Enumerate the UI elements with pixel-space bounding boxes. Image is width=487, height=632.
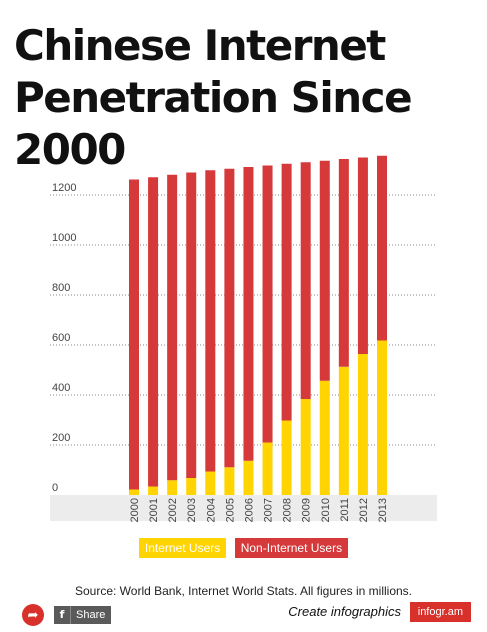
- chart-title: Chinese Internet Penetration Since 2000: [14, 20, 479, 176]
- bar-non-internet-users: [338, 159, 349, 367]
- chart-legend: Internet Users Non-Internet Users: [0, 538, 487, 558]
- source-note: Source: World Bank, Internet World Stats…: [74, 584, 413, 598]
- bar-non-internet-users: [357, 157, 368, 354]
- y-tick-label: 800: [52, 282, 70, 294]
- y-tick-label: 1000: [52, 232, 76, 244]
- x-tick-label: 2005: [224, 498, 236, 522]
- x-axis-band: [50, 495, 437, 521]
- bar-internet-users: [357, 354, 368, 495]
- legend-non-internet-users: Non-Internet Users: [234, 538, 349, 558]
- x-tick-label: 2001: [148, 498, 160, 522]
- bar-non-internet-users: [167, 174, 178, 481]
- x-tick-label: 2009: [301, 498, 313, 522]
- facebook-icon: f: [54, 606, 71, 624]
- bar-internet-users: [281, 420, 292, 495]
- bar-internet-users: [205, 471, 216, 495]
- bar-internet-users: [148, 486, 159, 495]
- x-tick-label: 2000: [129, 498, 141, 522]
- y-tick-label: 400: [52, 382, 70, 394]
- x-tick-label: 2010: [320, 498, 332, 522]
- y-tick-label: 200: [52, 432, 70, 444]
- title-line-2: Penetration Since 2000: [14, 73, 413, 174]
- x-tick-label: 2002: [167, 498, 179, 522]
- y-tick-label: 1200: [52, 182, 76, 194]
- x-tick-label: 2004: [205, 498, 217, 522]
- x-tick-label: 2007: [263, 498, 275, 522]
- bar-internet-users: [319, 380, 330, 495]
- bar-non-internet-users: [377, 155, 387, 341]
- x-tick-label: 2003: [186, 498, 198, 522]
- bar-internet-users: [167, 480, 178, 495]
- x-tick-label: 2013: [377, 498, 389, 522]
- bar-internet-users: [300, 399, 311, 495]
- bar-internet-users: [129, 489, 139, 495]
- bar-non-internet-users: [186, 172, 197, 478]
- title-line-1: Chinese Internet: [14, 21, 386, 70]
- bar-internet-users: [262, 442, 273, 495]
- bar-non-internet-users: [319, 160, 330, 381]
- bar-internet-users: [224, 467, 235, 495]
- share-label: Share: [76, 609, 106, 621]
- bar-internet-users: [243, 460, 254, 495]
- bar-non-internet-users: [148, 177, 159, 487]
- x-tick-label: 2008: [282, 498, 294, 522]
- create-infographics-link[interactable]: Create infographics: [288, 604, 401, 619]
- x-tick-label: 2012: [358, 498, 370, 522]
- share-arrow-icon[interactable]: ➦: [22, 604, 44, 626]
- bar-non-internet-users: [262, 165, 273, 443]
- bar-non-internet-users: [129, 179, 139, 490]
- bar-non-internet-users: [243, 167, 254, 461]
- bar-internet-users: [377, 340, 387, 495]
- x-tick-label: 2011: [339, 498, 351, 522]
- y-tick-label: 0: [52, 482, 58, 494]
- bar-non-internet-users: [224, 168, 235, 468]
- y-tick-label: 600: [52, 332, 70, 344]
- infogram-logo[interactable]: infogr.am: [409, 602, 471, 622]
- bar-non-internet-users: [300, 162, 311, 399]
- stacked-bar-chart: 0 200 400 600 800 1000 1200 2000 2001 2002 2003 200…: [50, 155, 437, 522]
- bar-non-internet-users: [281, 163, 292, 421]
- bar-internet-users: [186, 478, 197, 495]
- bar-internet-users: [338, 366, 349, 495]
- legend-internet-users: Internet Users: [138, 538, 227, 558]
- x-tick-label: 2006: [243, 498, 255, 522]
- bar-non-internet-users: [205, 170, 216, 472]
- facebook-share-button[interactable]: f Share: [54, 606, 112, 624]
